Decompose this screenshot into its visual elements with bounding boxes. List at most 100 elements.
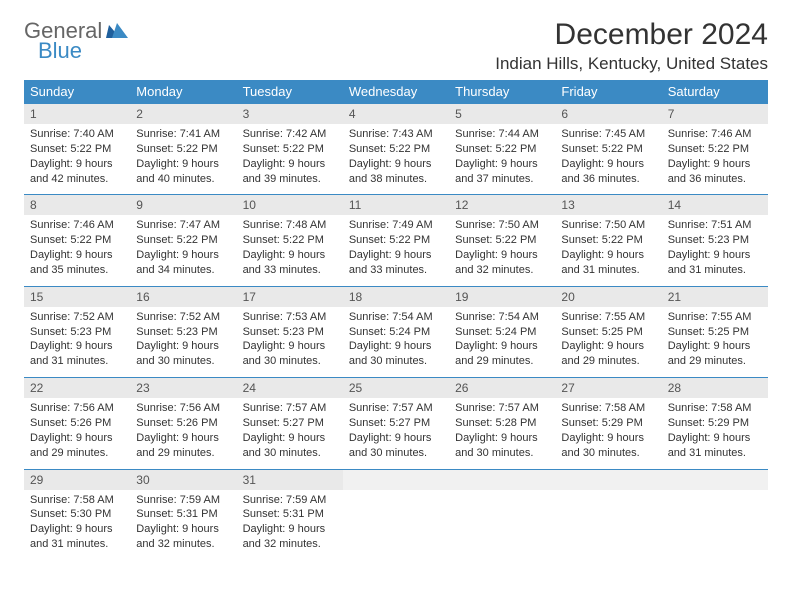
day-data-cell: Sunrise: 7:54 AMSunset: 5:24 PMDaylight:… [343, 307, 449, 378]
sunrise-text: Sunrise: 7:57 AM [455, 401, 549, 416]
sunrise-text: Sunrise: 7:56 AM [136, 401, 230, 416]
sunset-text: Sunset: 5:22 PM [30, 142, 124, 157]
sunset-text: Sunset: 5:23 PM [30, 325, 124, 340]
day-number-cell: 2 [130, 104, 236, 125]
daylight-text: Daylight: 9 hours and 34 minutes. [136, 248, 230, 278]
day-data-cell: Sunrise: 7:55 AMSunset: 5:25 PMDaylight:… [662, 307, 768, 378]
day-number-cell: 14 [662, 195, 768, 216]
daylight-text: Daylight: 9 hours and 30 minutes. [455, 431, 549, 461]
day-number-cell [343, 469, 449, 490]
day-data-cell: Sunrise: 7:58 AMSunset: 5:29 PMDaylight:… [555, 398, 661, 469]
sunset-text: Sunset: 5:23 PM [136, 325, 230, 340]
sunrise-text: Sunrise: 7:52 AM [136, 310, 230, 325]
day-number-row: 1234567 [24, 104, 768, 125]
day-number-cell: 21 [662, 286, 768, 307]
daylight-text: Daylight: 9 hours and 31 minutes. [668, 248, 762, 278]
daylight-text: Daylight: 9 hours and 30 minutes. [561, 431, 655, 461]
day-data-row: Sunrise: 7:56 AMSunset: 5:26 PMDaylight:… [24, 398, 768, 469]
daylight-text: Daylight: 9 hours and 32 minutes. [455, 248, 549, 278]
daylight-text: Daylight: 9 hours and 33 minutes. [243, 248, 337, 278]
sunset-text: Sunset: 5:31 PM [136, 507, 230, 522]
logo-triangle-icon [106, 20, 128, 42]
day-number-cell: 11 [343, 195, 449, 216]
sunset-text: Sunset: 5:22 PM [243, 233, 337, 248]
sunrise-text: Sunrise: 7:50 AM [561, 218, 655, 233]
sunrise-text: Sunrise: 7:55 AM [668, 310, 762, 325]
day-data-cell [662, 490, 768, 560]
day-data-cell: Sunrise: 7:41 AMSunset: 5:22 PMDaylight:… [130, 124, 236, 195]
day-data-cell [555, 490, 661, 560]
sunrise-text: Sunrise: 7:55 AM [561, 310, 655, 325]
day-data-cell: Sunrise: 7:56 AMSunset: 5:26 PMDaylight:… [24, 398, 130, 469]
weekday-header: Saturday [662, 80, 768, 104]
day-number-row: 22232425262728 [24, 378, 768, 399]
sunset-text: Sunset: 5:29 PM [561, 416, 655, 431]
day-data-cell: Sunrise: 7:58 AMSunset: 5:29 PMDaylight:… [662, 398, 768, 469]
day-data-cell: Sunrise: 7:46 AMSunset: 5:22 PMDaylight:… [24, 215, 130, 286]
sunset-text: Sunset: 5:22 PM [455, 142, 549, 157]
day-number-cell: 15 [24, 286, 130, 307]
day-number-cell [662, 469, 768, 490]
daylight-text: Daylight: 9 hours and 31 minutes. [30, 339, 124, 369]
day-number-cell: 30 [130, 469, 236, 490]
sunrise-text: Sunrise: 7:40 AM [30, 127, 124, 142]
day-data-cell: Sunrise: 7:50 AMSunset: 5:22 PMDaylight:… [449, 215, 555, 286]
title-block: December 2024 Indian Hills, Kentucky, Un… [495, 18, 768, 74]
daylight-text: Daylight: 9 hours and 37 minutes. [455, 157, 549, 187]
sunrise-text: Sunrise: 7:47 AM [136, 218, 230, 233]
day-number-cell: 22 [24, 378, 130, 399]
daylight-text: Daylight: 9 hours and 30 minutes. [136, 339, 230, 369]
logo: General Blue [24, 18, 128, 62]
sunset-text: Sunset: 5:28 PM [455, 416, 549, 431]
day-number-cell: 18 [343, 286, 449, 307]
sunrise-text: Sunrise: 7:43 AM [349, 127, 443, 142]
sunrise-text: Sunrise: 7:49 AM [349, 218, 443, 233]
sunset-text: Sunset: 5:22 PM [136, 233, 230, 248]
day-number-row: 293031 [24, 469, 768, 490]
weekday-header: Monday [130, 80, 236, 104]
daylight-text: Daylight: 9 hours and 30 minutes. [349, 431, 443, 461]
daylight-text: Daylight: 9 hours and 30 minutes. [243, 431, 337, 461]
sunset-text: Sunset: 5:23 PM [668, 233, 762, 248]
daylight-text: Daylight: 9 hours and 42 minutes. [30, 157, 124, 187]
day-number-cell: 9 [130, 195, 236, 216]
day-data-cell [449, 490, 555, 560]
location-text: Indian Hills, Kentucky, United States [495, 54, 768, 74]
day-number-cell: 19 [449, 286, 555, 307]
sunrise-text: Sunrise: 7:52 AM [30, 310, 124, 325]
daylight-text: Daylight: 9 hours and 29 minutes. [30, 431, 124, 461]
sunrise-text: Sunrise: 7:46 AM [30, 218, 124, 233]
sunrise-text: Sunrise: 7:58 AM [561, 401, 655, 416]
sunrise-text: Sunrise: 7:50 AM [455, 218, 549, 233]
day-data-cell: Sunrise: 7:51 AMSunset: 5:23 PMDaylight:… [662, 215, 768, 286]
daylight-text: Daylight: 9 hours and 31 minutes. [30, 522, 124, 552]
calendar-table: SundayMondayTuesdayWednesdayThursdayFrid… [24, 80, 768, 560]
sunrise-text: Sunrise: 7:59 AM [243, 493, 337, 508]
daylight-text: Daylight: 9 hours and 29 minutes. [455, 339, 549, 369]
day-number-cell: 8 [24, 195, 130, 216]
header: General Blue December 2024 Indian Hills,… [24, 18, 768, 74]
daylight-text: Daylight: 9 hours and 32 minutes. [243, 522, 337, 552]
sunset-text: Sunset: 5:24 PM [349, 325, 443, 340]
day-number-cell: 27 [555, 378, 661, 399]
sunset-text: Sunset: 5:31 PM [243, 507, 337, 522]
day-number-cell: 26 [449, 378, 555, 399]
day-number-cell: 6 [555, 104, 661, 125]
day-data-cell: Sunrise: 7:48 AMSunset: 5:22 PMDaylight:… [237, 215, 343, 286]
day-number-cell: 10 [237, 195, 343, 216]
day-data-row: Sunrise: 7:46 AMSunset: 5:22 PMDaylight:… [24, 215, 768, 286]
day-data-row: Sunrise: 7:58 AMSunset: 5:30 PMDaylight:… [24, 490, 768, 560]
daylight-text: Daylight: 9 hours and 35 minutes. [30, 248, 124, 278]
day-data-cell: Sunrise: 7:52 AMSunset: 5:23 PMDaylight:… [130, 307, 236, 378]
daylight-text: Daylight: 9 hours and 32 minutes. [136, 522, 230, 552]
sunset-text: Sunset: 5:24 PM [455, 325, 549, 340]
daylight-text: Daylight: 9 hours and 30 minutes. [349, 339, 443, 369]
daylight-text: Daylight: 9 hours and 36 minutes. [668, 157, 762, 187]
sunrise-text: Sunrise: 7:58 AM [668, 401, 762, 416]
day-number-cell: 7 [662, 104, 768, 125]
daylight-text: Daylight: 9 hours and 30 minutes. [243, 339, 337, 369]
sunrise-text: Sunrise: 7:56 AM [30, 401, 124, 416]
daylight-text: Daylight: 9 hours and 31 minutes. [668, 431, 762, 461]
day-number-cell: 25 [343, 378, 449, 399]
sunset-text: Sunset: 5:22 PM [455, 233, 549, 248]
